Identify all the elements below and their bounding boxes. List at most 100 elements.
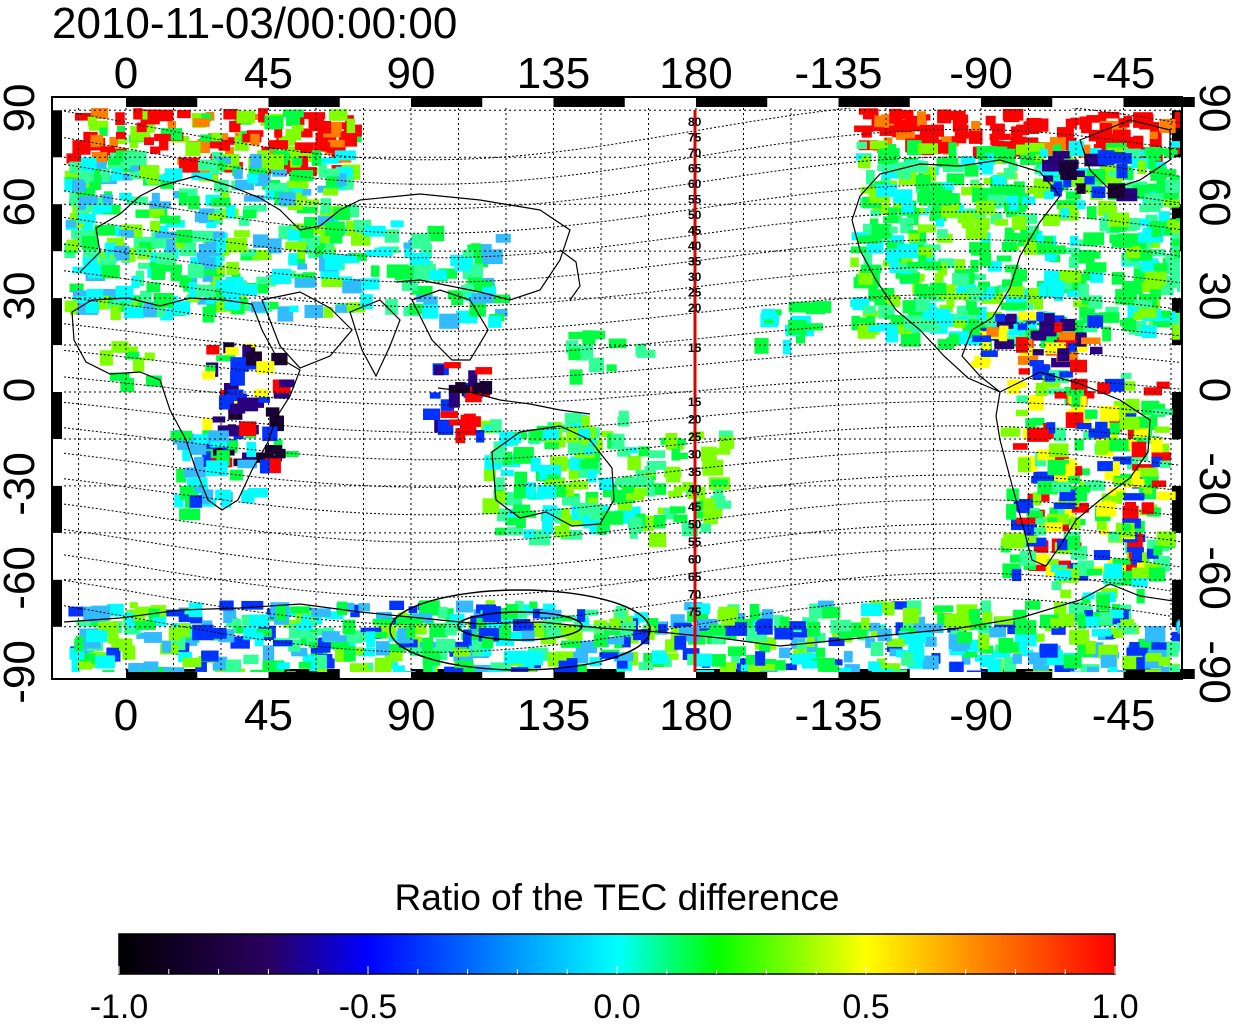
tec-patch <box>772 660 786 671</box>
tec-patch <box>220 491 232 508</box>
x-tick-bottom: -135 <box>794 691 882 740</box>
tec-patch <box>568 348 581 361</box>
tec-patch <box>197 138 210 154</box>
tec-patch <box>861 617 870 630</box>
tec-patch <box>1063 175 1072 188</box>
tec-patch <box>143 302 157 318</box>
tec-patch <box>254 389 270 398</box>
tec-patch <box>682 482 693 492</box>
coast-indonesia <box>437 387 591 415</box>
tec-patch <box>673 514 688 523</box>
tec-patch <box>675 438 686 446</box>
tec-patch <box>668 490 679 498</box>
tec-patch <box>985 115 996 126</box>
tec-patch <box>264 116 284 130</box>
tec-patch <box>375 641 390 656</box>
tec-patch <box>617 503 632 514</box>
tec-patch <box>1038 516 1048 533</box>
tec-patch <box>288 253 298 266</box>
tec-patch <box>116 125 126 132</box>
tec-patch <box>571 663 587 672</box>
tec-patch <box>1151 221 1162 237</box>
axis-stripe-right <box>1172 110 1182 158</box>
tec-patch <box>961 187 980 196</box>
axis-stripe-top <box>126 97 198 107</box>
tec-patch <box>389 600 405 611</box>
tec-patch <box>150 146 161 154</box>
tec-patch <box>302 238 321 246</box>
tec-patch <box>903 315 923 331</box>
tec-patch <box>913 645 925 662</box>
tec-patch <box>653 514 666 529</box>
tec-patch <box>843 650 853 663</box>
tec-patch <box>506 631 524 642</box>
tec-patch <box>476 618 487 632</box>
tec-patch <box>790 653 812 665</box>
tec-patch <box>588 357 604 373</box>
tec-patch <box>292 157 303 166</box>
contour-label: 30 <box>688 270 702 284</box>
tec-patch <box>466 293 476 302</box>
tec-patch <box>560 640 581 648</box>
colorbar-title: Ratio of the TEC difference <box>395 877 840 918</box>
tec-patch <box>567 440 582 455</box>
tec-patch <box>1097 382 1110 395</box>
tec-patch <box>1017 505 1030 514</box>
tec-patch <box>309 225 326 235</box>
tec-patch <box>1030 554 1051 564</box>
tec-patch <box>941 182 954 191</box>
tec-patch <box>860 186 878 194</box>
tec-patch <box>154 133 171 142</box>
tec-patch <box>858 108 878 115</box>
tec-patch <box>893 189 913 204</box>
tec-patch <box>970 361 990 368</box>
tec-patch <box>189 495 203 508</box>
tec-patch <box>1010 518 1032 531</box>
tec-patch <box>951 641 968 652</box>
tec-patch <box>844 664 860 672</box>
tec-patch <box>357 647 376 657</box>
tec-patch <box>1035 518 1046 525</box>
tec-patch <box>1052 481 1071 492</box>
tec-patch <box>219 600 234 611</box>
tec-patch <box>444 666 464 672</box>
tec-patch <box>233 169 243 179</box>
mag-contour <box>64 239 1180 283</box>
tec-patch <box>870 627 885 638</box>
tec-patch <box>1013 181 1025 194</box>
tec-patch <box>125 351 140 360</box>
tec-patch <box>196 284 216 297</box>
tec-patch <box>1026 186 1048 195</box>
tec-patch <box>600 431 614 438</box>
tec-patch <box>333 207 351 221</box>
tec-patch <box>1108 204 1117 213</box>
tec-patch <box>495 234 511 243</box>
tec-patch <box>916 111 927 127</box>
tec-patch <box>1048 443 1069 458</box>
tec-patch <box>86 288 104 300</box>
tec-patch <box>225 204 236 219</box>
tec-patch <box>138 262 160 269</box>
tec-patch <box>964 164 979 177</box>
tec-patch <box>135 209 152 218</box>
tec-patch <box>948 333 960 346</box>
tec-patch <box>599 652 619 659</box>
tec-patch <box>1047 513 1070 525</box>
tec-patch <box>1108 170 1119 177</box>
tec-patch <box>324 611 344 620</box>
tec-patch <box>899 109 914 120</box>
tec-patch <box>1111 272 1125 285</box>
tec-patch <box>226 261 240 275</box>
tec-patch <box>343 645 356 662</box>
axis-stripe-right <box>1172 485 1182 533</box>
tec-patch <box>188 281 198 298</box>
tec-patch <box>101 265 120 279</box>
tec-patch <box>1129 642 1140 650</box>
coast-china <box>359 193 571 301</box>
tec-patch <box>182 671 203 672</box>
tec-patch <box>898 631 908 645</box>
tec-patch <box>979 253 992 267</box>
tec-patch <box>323 188 339 196</box>
tec-patch <box>88 120 109 131</box>
tec-patch <box>964 208 986 221</box>
